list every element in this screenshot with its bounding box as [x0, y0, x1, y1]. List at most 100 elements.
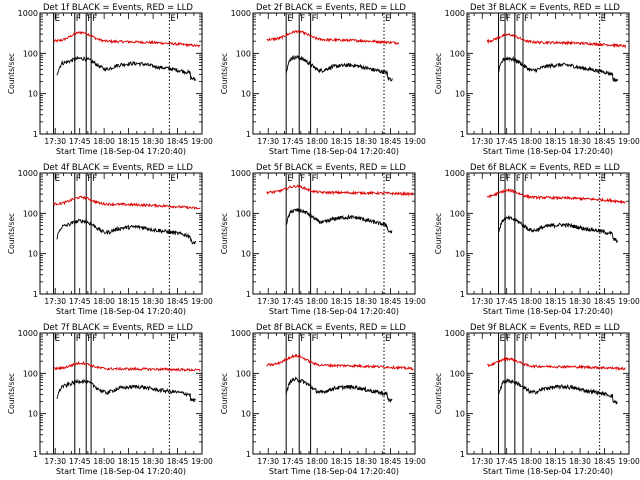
- marker-label-f2: F: [87, 174, 92, 184]
- y-axis-label: Counts/sec: [434, 373, 443, 414]
- x-tick-label: 18:30: [142, 137, 164, 146]
- lld-curve: [53, 31, 201, 49]
- panel-title: Det 2f BLACK = Events, RED = LLD: [256, 3, 406, 13]
- plot-frame: [252, 12, 416, 135]
- x-tick-label: 17:45: [496, 297, 518, 306]
- marker-label-f3: F: [92, 14, 97, 24]
- marker-label-e-end: E: [170, 174, 175, 184]
- x-tick-label: 18:45: [167, 297, 189, 306]
- x-tick-label: 19:00: [404, 457, 426, 466]
- x-tick-label: 18:15: [331, 297, 353, 306]
- x-tick-label: 18:15: [545, 297, 567, 306]
- marker-label-e-end: E: [601, 334, 606, 344]
- x-tick-label: 18:45: [380, 457, 402, 466]
- x-axis-label: Start Time (18-Sep-04 17:20:40): [483, 307, 613, 316]
- y-tick-label: 10: [241, 90, 251, 99]
- x-tick-label: 18:45: [380, 137, 402, 146]
- x-tick-label: 18:45: [167, 137, 189, 146]
- x-tick-label: 19:00: [191, 297, 213, 306]
- x-axis-label: Start Time (18-Sep-04 17:20:40): [269, 467, 399, 476]
- y-tick-label: 100: [450, 209, 465, 218]
- y-tick-label: 1000: [445, 329, 465, 338]
- x-tick-label: 18:00: [306, 457, 328, 466]
- panel-title: Det 6f BLACK = Events, RED = LLD: [470, 163, 620, 173]
- marker-label-e-end: E: [601, 14, 606, 24]
- y-tick-label: 1000: [445, 9, 465, 18]
- marker-label-f2: F: [312, 334, 317, 344]
- x-tick-label: 18:45: [594, 297, 616, 306]
- marker-label-e-end: E: [385, 334, 390, 344]
- panel-7: Det 7f BLACK = Events, RED = LLD 1 10 100 10…: [7, 323, 213, 476]
- marker-label-f1: F: [76, 14, 81, 24]
- y-tick-label: 10: [241, 410, 251, 419]
- lld-curve: [266, 29, 400, 46]
- x-tick-label: 17:45: [69, 137, 91, 146]
- x-tick-label: 18:00: [93, 457, 115, 466]
- y-tick-label: 1000: [231, 9, 251, 18]
- y-axis-label: Counts/sec: [434, 53, 443, 94]
- marker-label-e-start: E: [500, 174, 505, 184]
- panel-3: Det 3f BLACK = Events, RED = LLD 1 10 100 10…: [434, 3, 640, 156]
- events-curve: [498, 378, 618, 405]
- x-tick-label: 17:45: [282, 457, 304, 466]
- lld-curve: [486, 187, 626, 205]
- x-tick-label: 17:30: [44, 297, 66, 306]
- plot-frame: [39, 12, 203, 135]
- y-tick-label: 1: [460, 450, 465, 459]
- x-tick-label: 18:15: [545, 137, 567, 146]
- y-tick-label: 100: [236, 49, 251, 58]
- x-axis-label: Start Time (18-Sep-04 17:20:40): [269, 147, 399, 156]
- panel-title: Det 5f BLACK = Events, RED = LLD: [256, 163, 406, 173]
- lld-curve: [266, 353, 414, 371]
- marker-label-f3: F: [524, 14, 529, 24]
- x-tick-label: 18:00: [306, 297, 328, 306]
- y-tick-label: 1: [33, 130, 38, 139]
- panel-title: Det 3f BLACK = Events, RED = LLD: [470, 3, 620, 13]
- marker-label-e-end: E: [601, 174, 606, 184]
- marker-label-e-start: E: [55, 174, 60, 184]
- x-axis-label: Start Time (18-Sep-04 17:20:40): [483, 147, 613, 156]
- x-axis-label: Start Time (18-Sep-04 17:20:40): [56, 147, 186, 156]
- panel-9: Det 9f BLACK = Events, RED = LLD 1 10 100 10…: [434, 323, 640, 476]
- marker-label-f1: F: [76, 334, 81, 344]
- x-tick-label: 17:45: [69, 457, 91, 466]
- x-tick-label: 19:00: [191, 457, 213, 466]
- marker-label-f3: F: [524, 334, 529, 344]
- y-axis-label: Counts/sec: [220, 53, 229, 94]
- marker-label-f1: F: [300, 174, 305, 184]
- x-tick-label: 18:30: [569, 297, 591, 306]
- x-tick-label: 18:15: [118, 457, 140, 466]
- marker-label-e-end: E: [170, 14, 175, 24]
- events-curve: [56, 218, 196, 245]
- x-tick-label: 19:00: [618, 137, 640, 146]
- x-axis-label: Start Time (18-Sep-04 17:20:40): [56, 467, 186, 476]
- y-tick-label: 100: [450, 49, 465, 58]
- marker-label-f1: F: [506, 14, 511, 24]
- y-tick-label: 100: [23, 369, 38, 378]
- lld-curve: [53, 361, 201, 372]
- events-curve: [285, 54, 393, 82]
- x-axis-label: Start Time (18-Sep-04 17:20:40): [269, 307, 399, 316]
- panel-title: Det 4f BLACK = Events, RED = LLD: [43, 163, 193, 173]
- x-tick-label: 18:30: [355, 297, 377, 306]
- y-tick-label: 1: [246, 450, 251, 459]
- x-tick-label: 18:00: [520, 297, 542, 306]
- x-tick-label: 19:00: [404, 297, 426, 306]
- x-tick-label: 17:30: [471, 457, 493, 466]
- x-tick-label: 17:30: [257, 137, 279, 146]
- panel-1: Det 1f BLACK = Events, RED = LLD 1 10 100 10…: [7, 3, 213, 156]
- y-tick-label: 100: [450, 369, 465, 378]
- marker-label-e-end: E: [385, 14, 390, 24]
- marker-label-f2: F: [516, 174, 521, 184]
- x-tick-label: 18:45: [380, 297, 402, 306]
- marker-label-f1: F: [506, 174, 511, 184]
- plot-frame: [466, 172, 630, 295]
- x-tick-label: 19:00: [404, 137, 426, 146]
- y-tick-label: 10: [455, 90, 465, 99]
- y-axis-label: Counts/sec: [7, 213, 16, 254]
- x-tick-label: 19:00: [618, 297, 640, 306]
- marker-label-f2: F: [312, 174, 317, 184]
- y-tick-label: 1: [33, 450, 38, 459]
- panel-title: Det 1f BLACK = Events, RED = LLD: [43, 3, 193, 13]
